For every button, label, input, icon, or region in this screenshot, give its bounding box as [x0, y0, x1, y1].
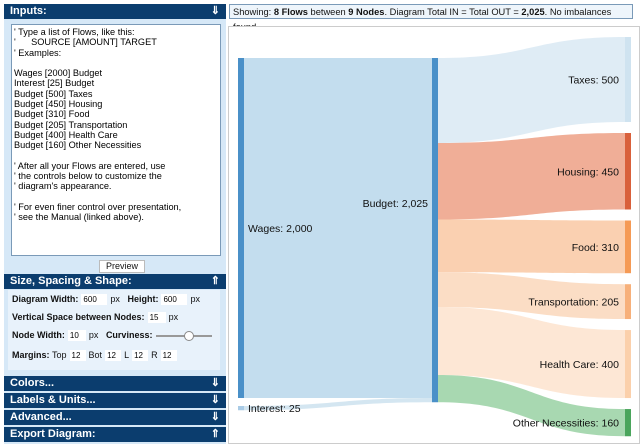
node-label-housing: Housing: 450 — [557, 166, 619, 178]
node-other-necessities — [625, 409, 631, 437]
node-interest — [238, 406, 244, 411]
flow-other-necessities — [438, 375, 625, 437]
preview-button[interactable]: Preview — [99, 260, 146, 273]
node-label-food: Food: 310 — [572, 242, 619, 254]
margin-bot-input[interactable] — [105, 350, 122, 361]
advanced-header[interactable]: Advanced... ⇓ — [4, 410, 226, 425]
height-label: Height: — [127, 294, 159, 304]
l-label: L — [124, 350, 130, 360]
collapse-arrow-icon[interactable]: ⇓ — [210, 5, 220, 17]
flows-count: 8 Flows — [273, 7, 308, 17]
inputs-header[interactable]: Inputs: ⇓ — [4, 4, 226, 19]
node-food — [625, 220, 631, 274]
curviness-slider[interactable] — [156, 330, 213, 341]
status-text: . Diagram Total IN = Total OUT = — [384, 7, 522, 17]
flow-wages — [244, 58, 432, 398]
flow-housing — [438, 133, 625, 220]
node-label-taxes: Taxes: 500 — [568, 75, 619, 87]
node-budget — [432, 58, 438, 403]
node-label-wages: Wages: 2,000 — [248, 223, 313, 235]
margins-label: Margins: — [12, 350, 50, 360]
expand-arrow-icon[interactable]: ⇑ — [210, 428, 220, 440]
size-header[interactable]: Size, Spacing & Shape: ⇑ — [4, 274, 226, 289]
r-label: R — [151, 350, 158, 360]
width-label: Diagram Width: — [12, 294, 79, 304]
px-unit: px — [88, 330, 99, 340]
node-label-interest: Interest: 25 — [248, 403, 301, 415]
section-title: Colors... — [10, 377, 55, 389]
status-bar: Showing: 8 Flows between 9 Nodes. Diagra… — [229, 4, 633, 32]
collapse-arrow-icon[interactable]: ⇓ — [210, 411, 220, 423]
left-panel: Inputs: ⇓ ' Type a list of Flows, like th… — [4, 4, 226, 444]
flows-input[interactable]: ' Type a list of Flows, like this: ' SOU… — [11, 24, 221, 256]
node-label-budget: Budget: 2,025 — [363, 198, 429, 210]
margin-top-input[interactable] — [69, 350, 86, 361]
flow-interest — [244, 398, 432, 411]
top-label: Top — [52, 350, 67, 360]
expand-arrow-icon[interactable]: ⇑ — [210, 275, 220, 287]
collapse-arrow-icon[interactable]: ⇓ — [210, 377, 220, 389]
sankey-diagram: Wages: 2,000 Interest: 25 Taxes: 500 Housin… — [228, 26, 640, 444]
nodes-count: 9 Nodes — [348, 7, 385, 17]
total-value: 2,025 — [521, 7, 545, 17]
export-header[interactable]: Export Diagram: ⇑ — [4, 427, 226, 442]
flow-transportation — [438, 272, 625, 320]
node-width-input[interactable] — [67, 330, 86, 341]
flow-health-care — [438, 307, 625, 399]
px-unit: px — [168, 312, 179, 322]
margin-r-input[interactable] — [160, 350, 177, 361]
vspace-label: Vertical Space between Nodes: — [12, 312, 145, 322]
node-label-transportation: Transportation: 205 — [528, 297, 619, 309]
node-wages — [238, 58, 244, 398]
section-title: Labels & Units... — [10, 394, 96, 406]
node-width-label: Node Width: — [12, 330, 65, 340]
node-transportation — [625, 284, 631, 320]
node-health-care — [625, 330, 631, 399]
colors-header[interactable]: Colors... ⇓ — [4, 376, 226, 391]
width-input[interactable] — [81, 294, 108, 305]
status-text: between — [307, 7, 349, 17]
flow-food — [438, 219, 625, 274]
section-title: Advanced... — [10, 411, 72, 423]
sankey-svg: Wages: 2,000 Interest: 25 Taxes: 500 Housin… — [238, 37, 631, 437]
bot-label: Bot — [88, 350, 103, 360]
inputs-title: Inputs: — [10, 5, 47, 17]
collapse-arrow-icon[interactable]: ⇓ — [210, 394, 220, 406]
node-taxes — [625, 37, 631, 122]
vspace-input[interactable] — [147, 312, 166, 323]
node-label-other-necessities: Other Necessities: 160 — [513, 418, 619, 430]
height-input[interactable] — [161, 294, 188, 305]
size-panel: Diagram Width: px Height: px Vertical Spac… — [8, 290, 220, 370]
flow-taxes — [438, 37, 625, 143]
labels-header[interactable]: Labels & Units... ⇓ — [4, 393, 226, 408]
node-label-health-care: Health Care: 400 — [540, 359, 620, 371]
px-unit: px — [110, 294, 120, 304]
status-text: Showing: — [233, 7, 274, 17]
margin-l-input[interactable] — [132, 350, 149, 361]
px-unit: px — [190, 294, 200, 304]
curviness-label: Curviness: — [105, 330, 153, 340]
size-title: Size, Spacing & Shape: — [10, 275, 132, 287]
node-housing — [625, 133, 631, 210]
section-title: Export Diagram: — [10, 428, 96, 440]
